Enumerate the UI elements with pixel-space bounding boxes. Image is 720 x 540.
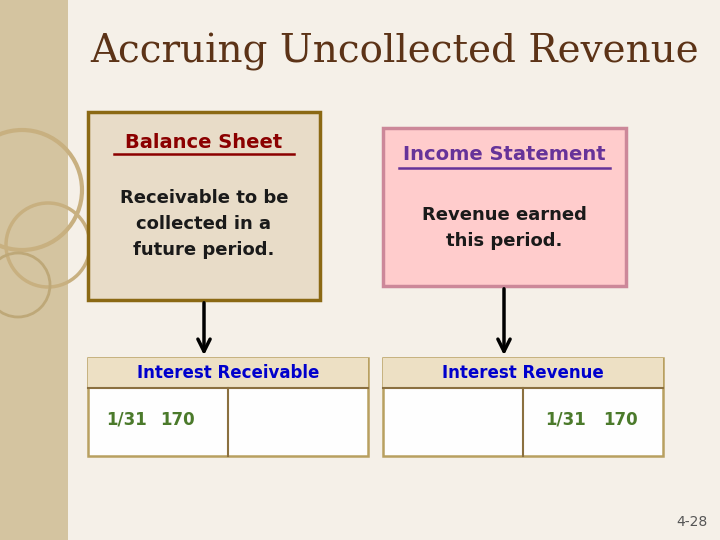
FancyBboxPatch shape bbox=[88, 112, 320, 300]
FancyBboxPatch shape bbox=[0, 0, 68, 540]
Text: Interest Receivable: Interest Receivable bbox=[137, 364, 319, 382]
FancyBboxPatch shape bbox=[383, 358, 663, 456]
Text: Balance Sheet: Balance Sheet bbox=[125, 132, 283, 152]
FancyBboxPatch shape bbox=[383, 128, 626, 286]
Text: 1/31: 1/31 bbox=[545, 411, 586, 429]
Text: Income Statement: Income Statement bbox=[403, 145, 606, 165]
FancyBboxPatch shape bbox=[88, 358, 368, 456]
Text: Accruing Uncollected Revenue: Accruing Uncollected Revenue bbox=[91, 33, 699, 71]
Text: 4-28: 4-28 bbox=[677, 515, 708, 529]
FancyBboxPatch shape bbox=[383, 358, 663, 388]
Text: 170: 170 bbox=[603, 411, 638, 429]
FancyBboxPatch shape bbox=[88, 358, 368, 388]
Text: 1/31: 1/31 bbox=[106, 411, 147, 429]
Text: 170: 170 bbox=[160, 411, 194, 429]
Text: Receivable to be
collected in a
future period.: Receivable to be collected in a future p… bbox=[120, 188, 288, 259]
Text: Revenue earned
this period.: Revenue earned this period. bbox=[422, 206, 587, 250]
Text: Interest Revenue: Interest Revenue bbox=[442, 364, 604, 382]
